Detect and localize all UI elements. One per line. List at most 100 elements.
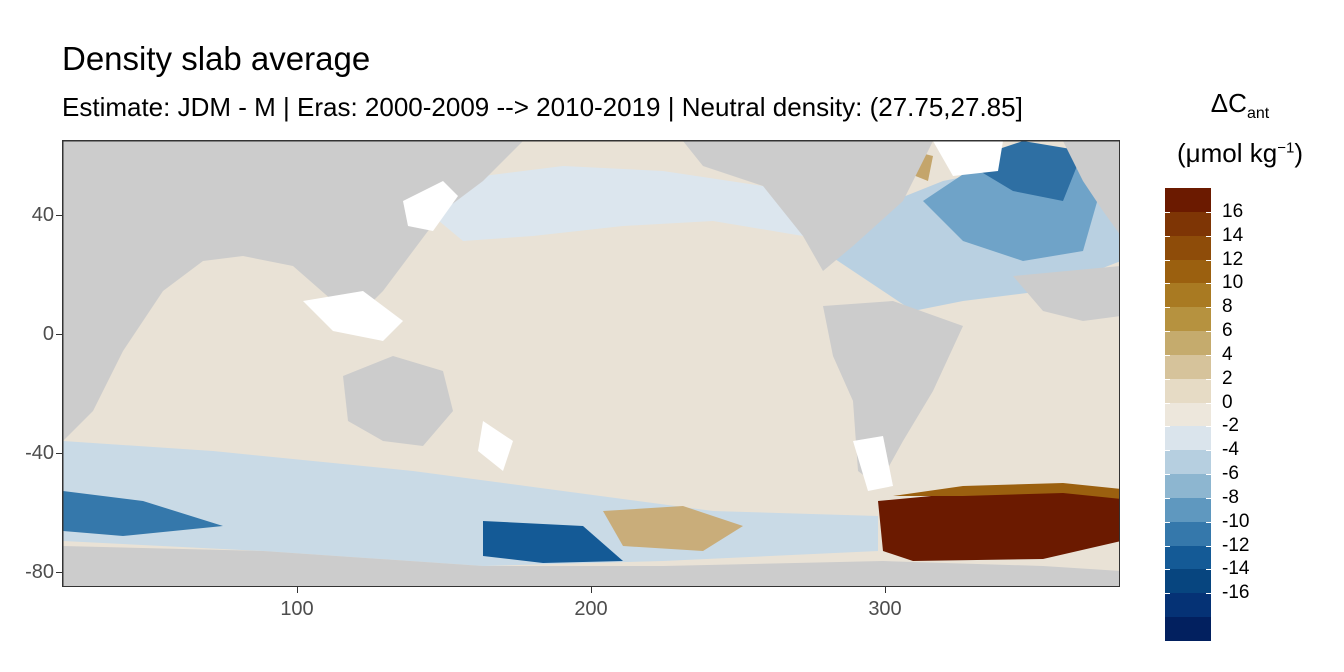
legend-tick-right xyxy=(1206,402,1211,404)
y-tick-mark-0 xyxy=(56,334,62,335)
legend-tick-right xyxy=(1206,497,1211,499)
legend-swatch xyxy=(1165,188,1211,213)
legend-title-symbol: ΔC xyxy=(1210,88,1247,118)
legend-label: 6 xyxy=(1222,320,1233,342)
legend-swatch xyxy=(1165,331,1211,356)
legend-swatch xyxy=(1165,521,1211,547)
x-tick-mark-200 xyxy=(591,587,592,593)
legend-tick-left xyxy=(1165,497,1170,499)
legend-swatch xyxy=(1165,450,1211,475)
legend-tick-right xyxy=(1206,354,1211,356)
legend-swatch xyxy=(1165,474,1211,499)
legend-tick-left xyxy=(1165,307,1170,309)
north-pacific-negative xyxy=(433,166,823,241)
y-tick-mark-40 xyxy=(56,215,62,216)
legend-tick-left xyxy=(1165,545,1170,547)
no-data-tasman xyxy=(478,421,513,471)
legend-tick-right xyxy=(1206,259,1211,261)
legend-tick-left xyxy=(1165,378,1170,380)
legend-label: -12 xyxy=(1222,534,1250,556)
legend-tick-left xyxy=(1165,593,1170,595)
legend-tick-left xyxy=(1165,331,1170,333)
legend-swatch xyxy=(1165,354,1211,380)
land-group xyxy=(63,141,1119,586)
y-tick-label-neg40: -40 xyxy=(25,442,54,464)
legend-tick-right xyxy=(1206,474,1211,476)
chart-subtitle: Estimate: JDM - M | Eras: 2000-2009 --> … xyxy=(62,92,1023,122)
no-data-greenland xyxy=(933,141,1003,176)
legend-tick-left xyxy=(1165,569,1170,571)
legend-tick-left xyxy=(1165,521,1170,523)
map-svg xyxy=(63,141,1119,586)
weddell-sea-positive xyxy=(878,491,1119,561)
land-australia xyxy=(343,356,453,446)
legend-label: 8 xyxy=(1222,296,1233,318)
legend-swatch xyxy=(1165,497,1211,523)
y-tick-mark-neg40 xyxy=(56,453,62,454)
x-tick-label-200: 200 xyxy=(574,598,608,620)
legend-title-unit: (μmol kg−1) xyxy=(1160,140,1320,166)
legend-tick-right xyxy=(1206,235,1211,237)
x-tick-mark-300 xyxy=(885,587,886,593)
legend-swatch xyxy=(1165,569,1211,594)
land-africa-west xyxy=(1013,266,1119,321)
legend-tick-right xyxy=(1206,545,1211,547)
no-data-asia-coast xyxy=(403,181,458,231)
no-data-indonesia xyxy=(303,291,403,341)
legend-label: 2 xyxy=(1222,367,1233,389)
legend-unit-open: (μmol kg xyxy=(1177,138,1278,168)
southern-ocean-strong-west xyxy=(63,491,223,536)
y-tick-label-40: 40 xyxy=(31,204,54,226)
legend-swatch xyxy=(1165,378,1211,404)
land-europe xyxy=(1063,141,1119,234)
land-south-america xyxy=(823,301,963,486)
x-tick-mark-100 xyxy=(297,587,298,593)
legend-label: 10 xyxy=(1222,272,1244,294)
legend-swatch xyxy=(1165,426,1211,451)
weddell-sea-edge xyxy=(893,483,1119,499)
legend-swatch xyxy=(1165,235,1211,260)
y-tick-label-0: 0 xyxy=(42,323,54,345)
legend-tick-right xyxy=(1206,331,1211,333)
legend-label: 16 xyxy=(1222,200,1244,222)
legend-label: -6 xyxy=(1222,463,1239,485)
legend-tick-left xyxy=(1165,211,1170,213)
chart-title: Density slab average xyxy=(62,40,371,77)
legend-tick-right xyxy=(1206,569,1211,571)
legend-swatch xyxy=(1165,211,1211,237)
legend-tick-left xyxy=(1165,474,1170,476)
x-tick-label-300: 300 xyxy=(868,598,902,620)
legend-tick-right xyxy=(1206,378,1211,380)
legend-tick-right xyxy=(1206,283,1211,285)
legend-tick-right xyxy=(1206,307,1211,309)
legend-title-quantity: ΔCant xyxy=(1160,90,1320,122)
legend-tick-right xyxy=(1206,450,1211,452)
legend-swatch xyxy=(1165,617,1211,642)
land-antarctica xyxy=(63,546,1119,586)
legend-swatch xyxy=(1165,259,1211,284)
legend-label: 0 xyxy=(1222,391,1233,413)
legend-title-subscript: ant xyxy=(1246,105,1270,123)
legend-unit-sup: −1 xyxy=(1277,139,1295,157)
legend-label: 12 xyxy=(1222,248,1244,270)
y-tick-label-neg80: -80 xyxy=(25,561,54,583)
land-north-america xyxy=(683,141,933,271)
legend-tick-left xyxy=(1165,450,1170,452)
legend-tick-right xyxy=(1206,426,1211,428)
legend-swatch xyxy=(1165,283,1211,308)
legend-swatch xyxy=(1165,307,1211,332)
legend-label: -4 xyxy=(1222,439,1239,461)
legend-swatch xyxy=(1165,593,1211,618)
legend-tick-left xyxy=(1165,283,1170,285)
legend-tick-left xyxy=(1165,235,1170,237)
legend-label: 4 xyxy=(1222,343,1233,365)
legend-colorbar xyxy=(1165,188,1211,642)
legend-swatch xyxy=(1165,545,1211,570)
legend-tick-right xyxy=(1206,211,1211,213)
legend-tick-right xyxy=(1206,593,1211,595)
legend-tick-left xyxy=(1165,259,1170,261)
map-panel xyxy=(62,140,1120,587)
legend-tick-right xyxy=(1206,521,1211,523)
legend-label: -8 xyxy=(1222,486,1239,508)
legend-label: -16 xyxy=(1222,582,1250,604)
